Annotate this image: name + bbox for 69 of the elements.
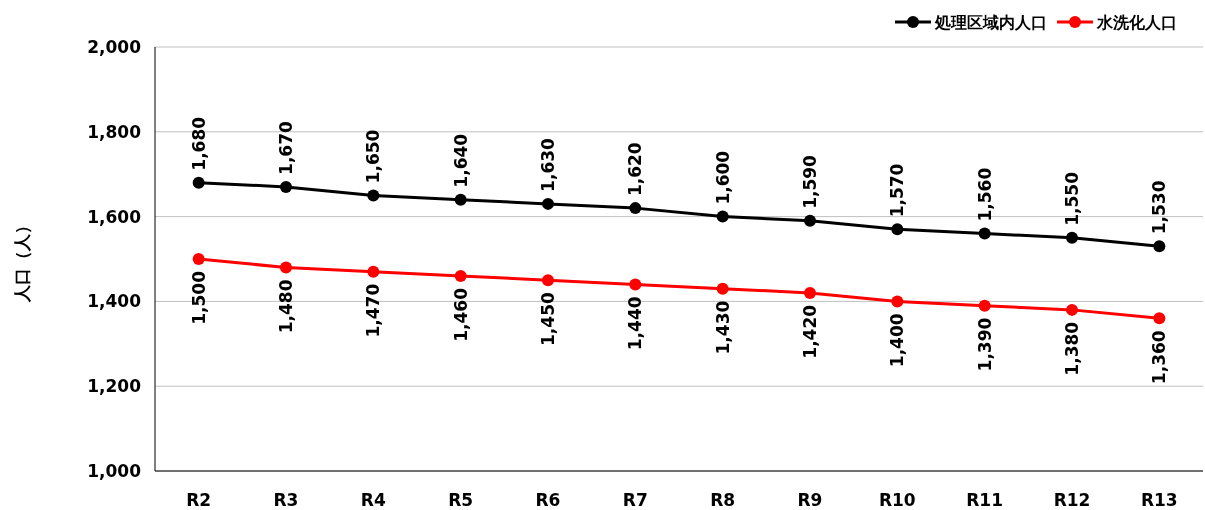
x-tick-label: R10: [878, 490, 916, 510]
x-tick-label: R5: [448, 490, 474, 510]
x-tick-label: R13: [1140, 490, 1178, 510]
data-label: 1,600: [712, 150, 733, 205]
x-tick-label: R6: [535, 490, 561, 510]
y-axis-title: 人口（人）: [12, 216, 32, 303]
point: [192, 253, 205, 265]
data-label: 1,630: [538, 137, 558, 192]
data-label: 1,590: [800, 154, 820, 209]
point: [978, 227, 991, 240]
data-label: 1,460: [450, 287, 471, 342]
point: [978, 299, 991, 312]
point: [891, 223, 904, 236]
x-tick-label: R9: [797, 490, 823, 510]
point: [629, 278, 642, 291]
x-tick-label: R2: [186, 490, 212, 510]
data-label: 1,450: [538, 292, 558, 346]
data-label: 1,620: [625, 142, 646, 197]
point: [542, 274, 554, 287]
x-tick-label: R4: [360, 490, 386, 510]
point: [542, 197, 554, 210]
data-label: 1,530: [1149, 180, 1170, 235]
point: [280, 180, 292, 193]
point: [1066, 231, 1078, 244]
y-tick-label: 1,800: [87, 121, 142, 142]
legend-label: 処理区域内人口: [934, 13, 1047, 32]
data-label: 1,440: [625, 296, 646, 351]
y-tick-label: 2,000: [87, 37, 142, 57]
point: [192, 176, 205, 189]
data-label: 1,420: [800, 304, 820, 359]
y-tick-label: 1,200: [87, 376, 142, 397]
point: [1153, 240, 1166, 253]
data-label: 1,470: [363, 283, 384, 338]
x-tick-label: R8: [710, 490, 736, 510]
point: [367, 189, 380, 202]
y-tick-label: 1,400: [87, 291, 142, 312]
point: [804, 286, 816, 299]
x-tick-label: R11: [966, 490, 1004, 510]
data-label: 1,550: [1062, 171, 1082, 226]
point: [280, 261, 292, 274]
data-label: 1,570: [887, 163, 908, 218]
data-label: 1,380: [1062, 321, 1082, 376]
point: [1153, 312, 1166, 325]
data-label: 1,390: [974, 317, 995, 372]
x-tick-label: R7: [622, 490, 648, 510]
point: [804, 214, 816, 227]
data-label: 1,500: [188, 270, 209, 325]
point: [367, 265, 380, 278]
data-label: 1,640: [450, 133, 471, 188]
data-label: 1,670: [276, 120, 296, 175]
point: [454, 269, 467, 282]
point: [629, 202, 642, 215]
x-tick-label: R3: [273, 490, 299, 510]
point: [716, 210, 729, 223]
data-label: 1,430: [712, 300, 733, 355]
y-tick-label: 1,000: [87, 461, 142, 481]
data-label: 1,480: [276, 279, 296, 334]
legend-label: 水洗化人口: [1096, 13, 1177, 32]
point: [1066, 303, 1078, 316]
point: [454, 193, 467, 206]
y-tick-label: 1,600: [87, 206, 142, 227]
data-label: 1,360: [1149, 330, 1170, 385]
point: [891, 295, 904, 308]
data-label: 1,680: [188, 116, 209, 171]
x-tick-label: R12: [1053, 490, 1091, 510]
data-label: 1,650: [363, 129, 384, 184]
point: [716, 282, 729, 295]
data-label: 1,400: [887, 313, 908, 368]
data-label: 1,560: [974, 167, 995, 222]
